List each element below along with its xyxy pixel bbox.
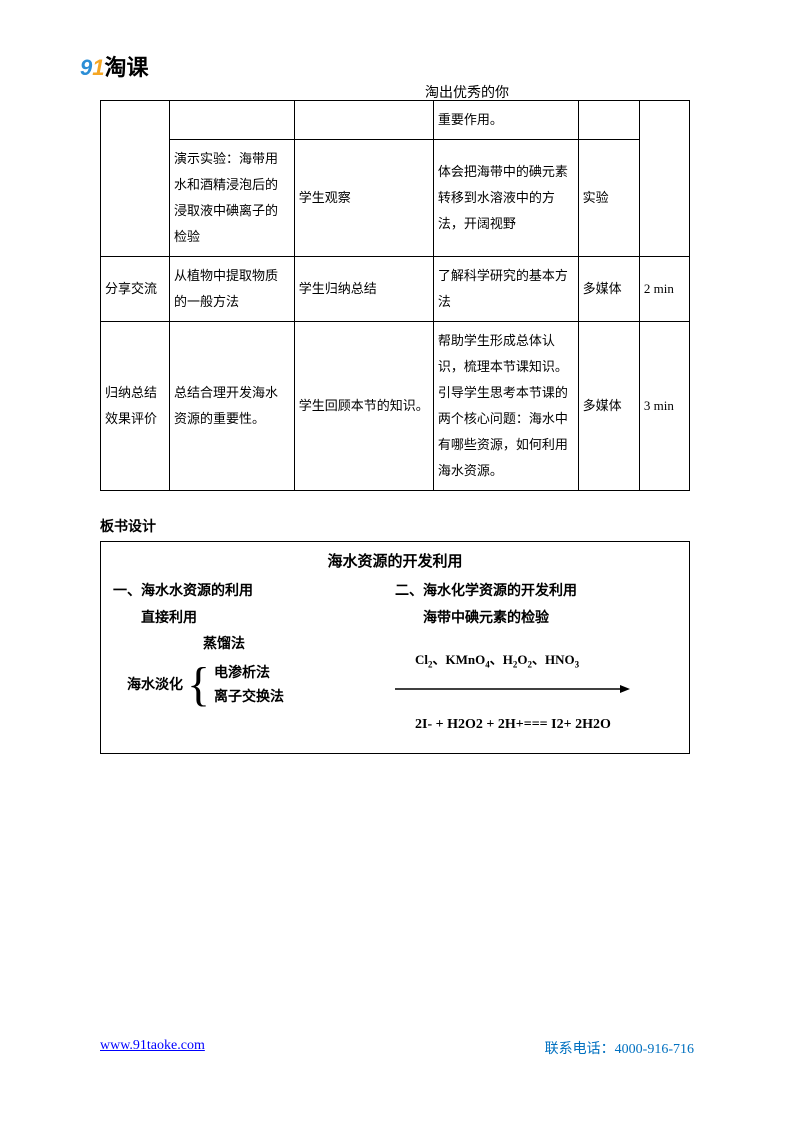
cell: 学生观察 bbox=[294, 140, 433, 257]
cell: 归纳总结效果评价 bbox=[101, 322, 170, 491]
brace-icon: { bbox=[187, 663, 210, 706]
table-row: 重要作用。 bbox=[101, 101, 690, 140]
board-title: 海水资源的开发利用 bbox=[113, 550, 677, 571]
logo-text: 淘课 bbox=[105, 55, 149, 80]
arrow-icon bbox=[395, 676, 677, 703]
method2: 电渗析法 bbox=[214, 661, 284, 685]
phone-label: 联系电话： bbox=[545, 1042, 615, 1057]
equation: 2I- + H2O2 + 2H+=== I2+ 2H2O bbox=[395, 712, 677, 739]
board-left-h1: 一、海水水资源的利用 bbox=[113, 577, 395, 604]
board-design-box: 海水资源的开发利用 一、海水水资源的利用 二、海水化学资源的开发利用 直接利用 … bbox=[100, 541, 690, 754]
footer-url[interactable]: www.91taoke.com bbox=[100, 1038, 205, 1058]
cell bbox=[639, 101, 689, 257]
method-list: 电渗析法 离子交换法 bbox=[214, 661, 284, 709]
cell: 多媒体 bbox=[578, 322, 639, 491]
logo-one: 1 bbox=[92, 55, 104, 80]
footer-phone-wrap: 联系电话：4000-916-716 bbox=[545, 1038, 694, 1058]
cell: 帮助学生形成总体认识，梳理本节课知识。引导学生思考本节课的两个核心问题：海水中有… bbox=[433, 322, 578, 491]
table-row: 演示实验：海带用水和酒精浸泡后的浸取液中碘离子的检验 学生观察 体会把海带中的碘… bbox=[101, 140, 690, 257]
board-right-sub1: 海带中碘元素的检验 bbox=[395, 604, 677, 631]
page-footer: www.91taoke.com 联系电话：4000-916-716 bbox=[100, 1038, 694, 1058]
method1: 蒸馏法 bbox=[113, 630, 395, 657]
method3: 离子交换法 bbox=[214, 685, 284, 709]
cell: 分享交流 bbox=[101, 257, 170, 322]
cell: 重要作用。 bbox=[433, 101, 578, 140]
cell: 从植物中提取物质的一般方法 bbox=[170, 257, 295, 322]
table-row: 分享交流 从植物中提取物质的一般方法 学生归纳总结 了解科学研究的基本方法 多媒… bbox=[101, 257, 690, 322]
cell: 了解科学研究的基本方法 bbox=[433, 257, 578, 322]
chem-block: Cl2、KMnO4、H2O2、HNO3 2I- + H2O2 + 2H+=== … bbox=[395, 630, 677, 739]
board-design-heading: 板书设计 bbox=[100, 516, 704, 536]
board-row: 一、海水水资源的利用 二、海水化学资源的开发利用 bbox=[113, 577, 677, 604]
cell: 2 min bbox=[639, 257, 689, 322]
cell bbox=[170, 101, 295, 140]
method-block: 海水淡化 { 电渗析法 离子交换法 bbox=[113, 661, 395, 709]
board-left-sub1: 直接利用 bbox=[113, 604, 395, 631]
cell: 体会把海带中的碘元素转移到水溶液中的方法，开阔视野 bbox=[433, 140, 578, 257]
oxidants-line: Cl2、KMnO4、H2O2、HNO3 bbox=[395, 648, 677, 674]
board-bottom-row: 蒸馏法 海水淡化 { 电渗析法 离子交换法 Cl2、KMnO4、H2O2、HNO… bbox=[113, 630, 677, 739]
desalination-block: 蒸馏法 海水淡化 { 电渗析法 离子交换法 bbox=[113, 630, 395, 739]
cell bbox=[101, 101, 170, 257]
phone-number: 4000-916-716 bbox=[615, 1042, 694, 1057]
lesson-plan-table: 重要作用。 演示实验：海带用水和酒精浸泡后的浸取液中碘离子的检验 学生观察 体会… bbox=[100, 100, 690, 491]
cell: 多媒体 bbox=[578, 257, 639, 322]
board-right-h1: 二、海水化学资源的开发利用 bbox=[395, 577, 677, 604]
cell bbox=[294, 101, 433, 140]
board-row: 直接利用 海带中碘元素的检验 bbox=[113, 604, 677, 631]
cell bbox=[578, 101, 639, 140]
cell: 3 min bbox=[639, 322, 689, 491]
cell: 实验 bbox=[578, 140, 639, 257]
logo-nine: 9 bbox=[80, 55, 92, 80]
site-logo: 91淘课 bbox=[80, 50, 149, 82]
cell: 学生回顾本节的知识。 bbox=[294, 322, 433, 491]
cell: 学生归纳总结 bbox=[294, 257, 433, 322]
cell: 总结合理开发海水资源的重要性。 bbox=[170, 322, 295, 491]
slogan-text: 淘出优秀的你 bbox=[425, 82, 509, 102]
cell: 演示实验：海带用水和酒精浸泡后的浸取液中碘离子的检验 bbox=[170, 140, 295, 257]
desal-label: 海水淡化 bbox=[113, 671, 183, 698]
table-row: 归纳总结效果评价 总结合理开发海水资源的重要性。 学生回顾本节的知识。 帮助学生… bbox=[101, 322, 690, 491]
